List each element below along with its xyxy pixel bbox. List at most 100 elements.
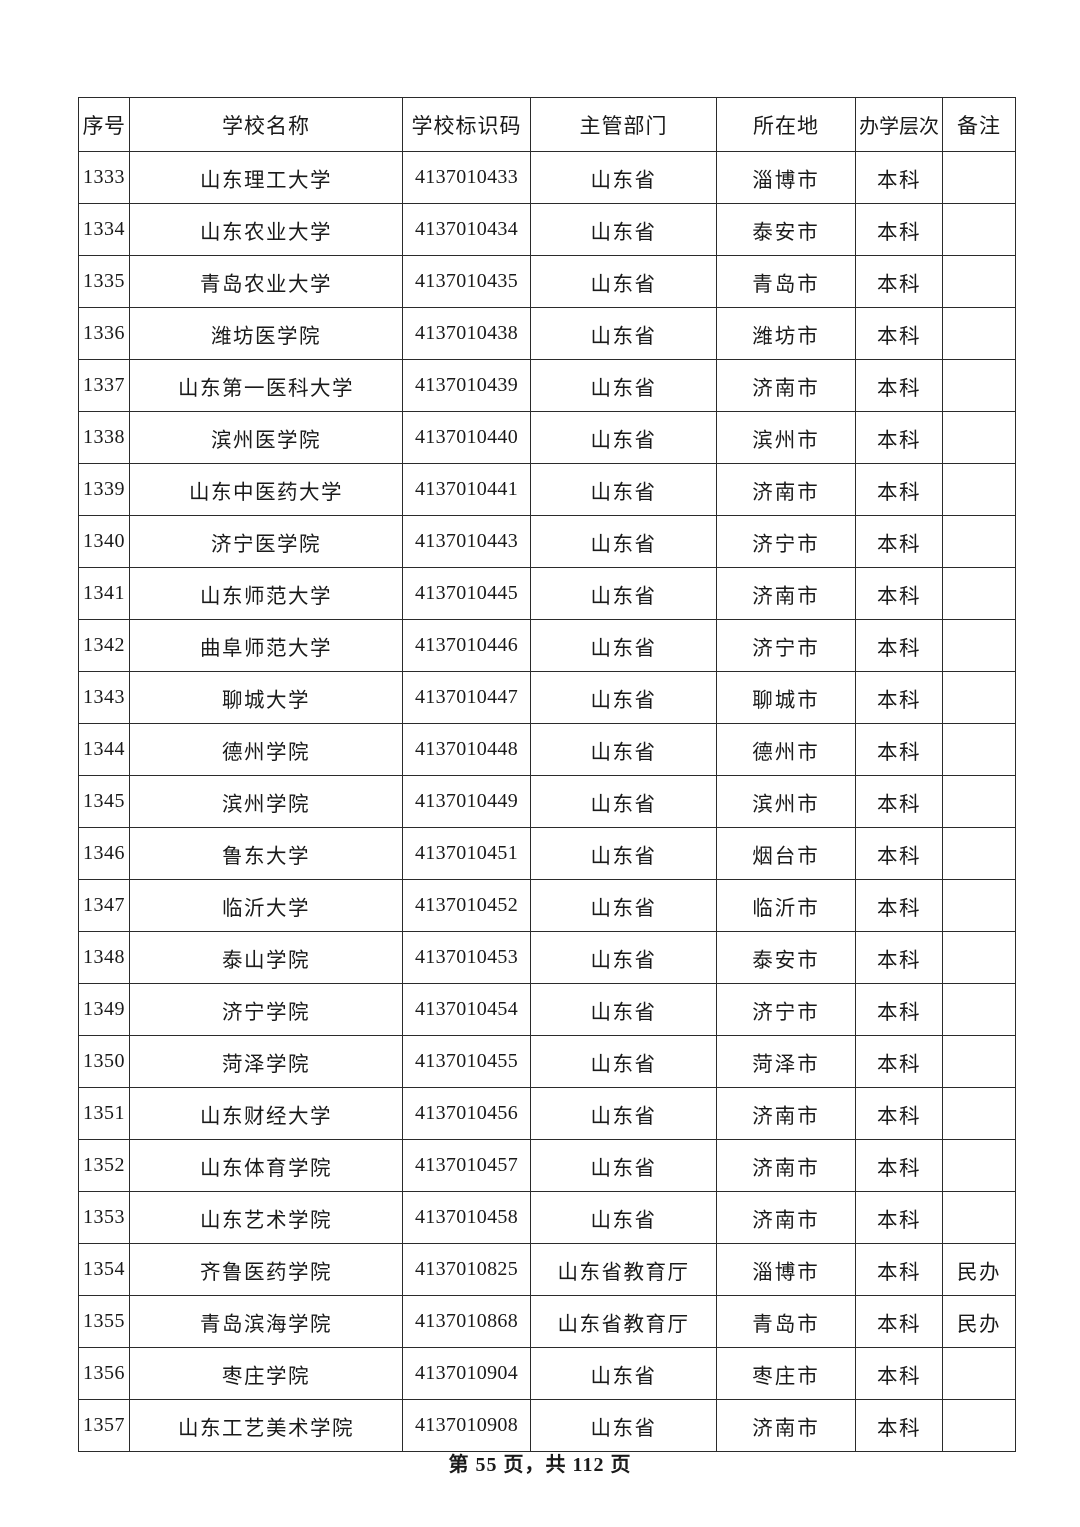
cell-location: 济南市: [716, 359, 856, 412]
cell-seq: 1357: [78, 1399, 130, 1452]
table-row: 1355 青岛滨海学院 4137010868 山东省教育厅 青岛市 本科 民办: [78, 1295, 1016, 1348]
cell-school-code: 4137010439: [402, 359, 531, 412]
page-number-footer: 第 55 页，共 112 页: [448, 1454, 632, 1476]
column-header-level: 办学层次: [855, 97, 943, 152]
table-row: 1347 临沂大学 4137010452 山东省 临沂市 本科: [78, 879, 1016, 932]
cell-school-name: 菏泽学院: [129, 1035, 403, 1088]
table-row: 1335 青岛农业大学 4137010435 山东省 青岛市 本科: [78, 255, 1016, 308]
table-body: 1333 山东理工大学 4137010433 山东省 淄博市 本科 1334 山东农业大学 41…: [78, 151, 1016, 1452]
cell-seq: 1338: [78, 411, 130, 464]
cell-school-name: 山东理工大学: [129, 151, 403, 204]
cell-note: [942, 879, 1016, 932]
cell-seq: 1350: [78, 1035, 130, 1088]
cell-school-code: 4137010446: [402, 619, 531, 672]
cell-seq: 1337: [78, 359, 130, 412]
cell-seq: 1346: [78, 827, 130, 880]
cell-note: [942, 307, 1016, 360]
cell-school-name: 临沂大学: [129, 879, 403, 932]
cell-level: 本科: [855, 827, 943, 880]
cell-location: 淄博市: [716, 1243, 856, 1296]
cell-seq: 1356: [78, 1347, 130, 1400]
cell-note: [942, 983, 1016, 1036]
cell-department: 山东省: [530, 1087, 717, 1140]
cell-location: 烟台市: [716, 827, 856, 880]
cell-location: 济南市: [716, 1399, 856, 1452]
cell-level: 本科: [855, 1191, 943, 1244]
cell-level: 本科: [855, 307, 943, 360]
cell-school-code: 4137010441: [402, 463, 531, 516]
column-header-seq: 序号: [78, 97, 130, 152]
cell-school-code: 4137010440: [402, 411, 531, 464]
cell-department: 山东省: [530, 1399, 717, 1452]
cell-department: 山东省: [530, 463, 717, 516]
table-row: 1354 齐鲁医药学院 4137010825 山东省教育厅 淄博市 本科 民办: [78, 1243, 1016, 1296]
cell-level: 本科: [855, 879, 943, 932]
cell-seq: 1340: [78, 515, 130, 568]
cell-location: 德州市: [716, 723, 856, 776]
cell-level: 本科: [855, 1243, 943, 1296]
cell-note: [942, 515, 1016, 568]
cell-school-name: 山东艺术学院: [129, 1191, 403, 1244]
cell-location: 枣庄市: [716, 1347, 856, 1400]
cell-location: 济南市: [716, 1139, 856, 1192]
table-row: 1353 山东艺术学院 4137010458 山东省 济南市 本科: [78, 1191, 1016, 1244]
cell-seq: 1351: [78, 1087, 130, 1140]
cell-location: 青岛市: [716, 255, 856, 308]
cell-department: 山东省: [530, 1139, 717, 1192]
cell-department: 山东省: [530, 775, 717, 828]
cell-note: [942, 411, 1016, 464]
cell-school-code: 4137010454: [402, 983, 531, 1036]
cell-school-code: 4137010443: [402, 515, 531, 568]
cell-department: 山东省: [530, 255, 717, 308]
cell-school-name: 泰山学院: [129, 931, 403, 984]
cell-school-code: 4137010447: [402, 671, 531, 724]
cell-school-code: 4137010458: [402, 1191, 531, 1244]
cell-school-code: 4137010445: [402, 567, 531, 620]
cell-school-name: 山东农业大学: [129, 203, 403, 256]
cell-school-code: 4137010449: [402, 775, 531, 828]
table-row: 1346 鲁东大学 4137010451 山东省 烟台市 本科: [78, 827, 1016, 880]
cell-note: [942, 723, 1016, 776]
cell-level: 本科: [855, 515, 943, 568]
cell-seq: 1336: [78, 307, 130, 360]
cell-school-name: 曲阜师范大学: [129, 619, 403, 672]
cell-department: 山东省: [530, 1035, 717, 1088]
cell-seq: 1333: [78, 151, 130, 204]
cell-level: 本科: [855, 723, 943, 776]
cell-level: 本科: [855, 151, 943, 204]
column-header-note: 备注: [942, 97, 1016, 152]
cell-seq: 1354: [78, 1243, 130, 1296]
cell-note: [942, 1191, 1016, 1244]
cell-level: 本科: [855, 775, 943, 828]
column-header-location: 所在地: [716, 97, 856, 152]
cell-school-code: 4137010452: [402, 879, 531, 932]
cell-location: 滨州市: [716, 411, 856, 464]
table-header-row: 序号 学校名称 学校标识码 主管部门 所在地 办学层次 备注: [78, 97, 1016, 152]
cell-school-name: 鲁东大学: [129, 827, 403, 880]
cell-school-name: 青岛农业大学: [129, 255, 403, 308]
cell-seq: 1347: [78, 879, 130, 932]
cell-note: [942, 1347, 1016, 1400]
cell-school-name: 山东财经大学: [129, 1087, 403, 1140]
cell-location: 济宁市: [716, 515, 856, 568]
cell-school-name: 山东中医药大学: [129, 463, 403, 516]
cell-location: 济南市: [716, 463, 856, 516]
table-row: 1350 菏泽学院 4137010455 山东省 菏泽市 本科: [78, 1035, 1016, 1088]
cell-seq: 1334: [78, 203, 130, 256]
cell-note: 民办: [942, 1295, 1016, 1348]
cell-location: 聊城市: [716, 671, 856, 724]
cell-note: [942, 671, 1016, 724]
cell-department: 山东省: [530, 203, 717, 256]
cell-department: 山东省: [530, 619, 717, 672]
cell-location: 济南市: [716, 1191, 856, 1244]
cell-note: [942, 619, 1016, 672]
cell-school-code: 4137010908: [402, 1399, 531, 1452]
cell-school-code: 4137010868: [402, 1295, 531, 1348]
cell-note: [942, 1399, 1016, 1452]
cell-level: 本科: [855, 411, 943, 464]
cell-school-code: 4137010825: [402, 1243, 531, 1296]
cell-school-name: 齐鲁医药学院: [129, 1243, 403, 1296]
cell-department: 山东省: [530, 411, 717, 464]
cell-department: 山东省: [530, 359, 717, 412]
cell-level: 本科: [855, 1347, 943, 1400]
